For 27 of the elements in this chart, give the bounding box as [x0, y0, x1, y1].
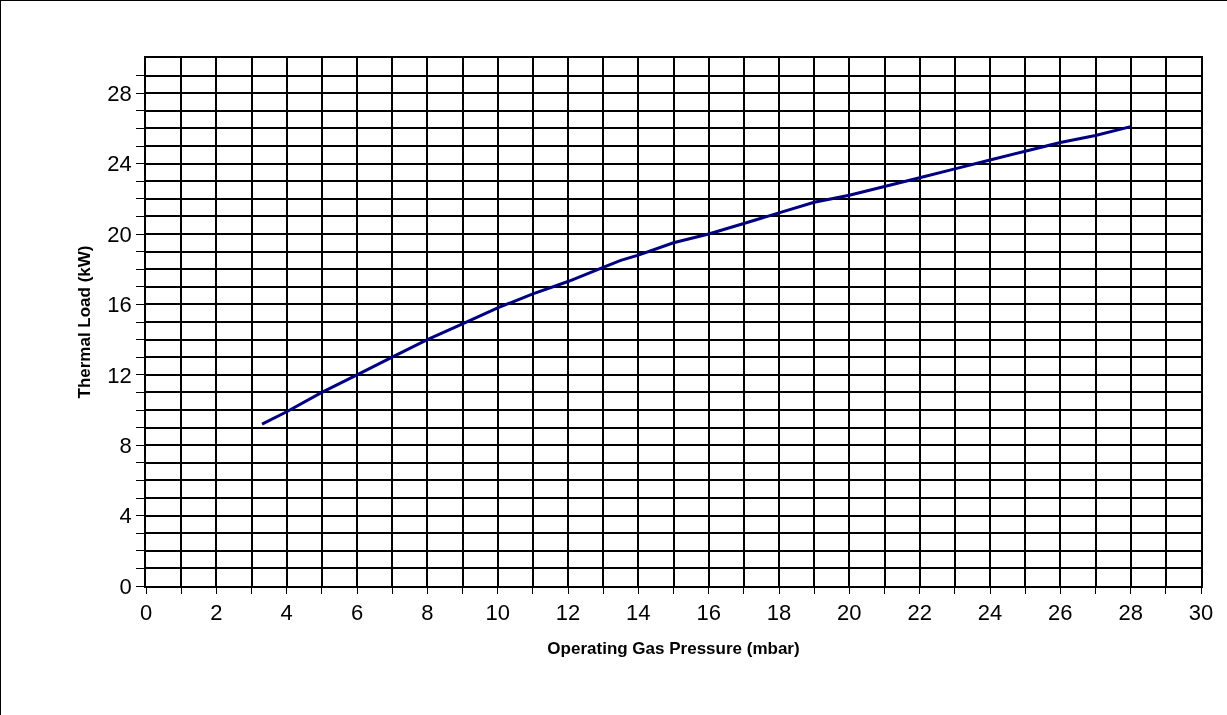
y-tick-label: 0 [119, 573, 132, 599]
x-tick-label: 6 [350, 600, 364, 626]
x-tick-label: 30 [1188, 600, 1214, 626]
x-tick-label: 18 [766, 600, 792, 626]
y-tick-label: 8 [119, 432, 132, 458]
x-tick-label: 28 [1118, 600, 1143, 626]
y-tick-label: 28 [107, 80, 132, 106]
x-axis-title: Operating Gas Pressure (mbar) [547, 639, 800, 659]
y-tick-label: 20 [107, 221, 132, 247]
y-tick-label: 16 [107, 292, 132, 318]
x-tick-label: 8 [421, 600, 434, 626]
x-tick-label: 26 [1048, 600, 1073, 626]
x-tick-label: 16 [696, 600, 721, 626]
x-tick-label: 20 [837, 600, 862, 626]
x-tick-label: 24 [977, 600, 1003, 626]
x-tick-label: 2 [210, 600, 223, 626]
x-tick-label: 0 [139, 600, 153, 626]
y-axis-title: Thermal Load (kW) [75, 245, 95, 399]
y-tick-label: 12 [107, 362, 132, 388]
y-tick-label: 24 [107, 151, 132, 177]
x-tick-label: 12 [555, 600, 581, 626]
line-series [260, 125, 1133, 426]
x-tick-label: 10 [485, 600, 510, 626]
x-tick-label: 4 [280, 600, 293, 626]
y-tick-label: 4 [119, 503, 132, 529]
x-tick-label: 22 [907, 600, 932, 626]
x-tick-label: 14 [626, 600, 651, 626]
